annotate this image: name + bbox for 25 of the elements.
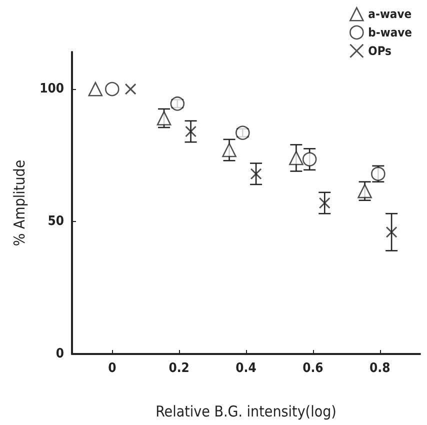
y-tick-label: 50 [48, 214, 64, 230]
point [222, 142, 236, 158]
y-tick-label: 0 [56, 346, 64, 362]
point [105, 82, 120, 96]
point [302, 152, 317, 166]
y-tick-label: 100 [40, 82, 64, 97]
x-tick-label: 0.6 [302, 361, 324, 376]
x-tick-label: 0 [108, 361, 116, 376]
point [156, 111, 172, 126]
legend-label: OPs [368, 44, 392, 58]
y-axis-title: % Amplitude [10, 160, 28, 246]
point [124, 83, 136, 95]
point [88, 82, 103, 96]
legend-label: a-wave [368, 7, 412, 22]
point [250, 168, 262, 180]
point [386, 226, 398, 238]
x-axis-title: Relative B.G. intensity(log) [156, 402, 336, 420]
x-tick-label: 0.2 [168, 361, 190, 376]
x-tick-label: 0.8 [369, 361, 390, 376]
point [185, 126, 197, 138]
legend-label: b-wave [368, 25, 412, 40]
x-tick-label: 0.4 [236, 361, 256, 376]
point [289, 150, 304, 166]
point [318, 197, 330, 209]
point [358, 184, 372, 198]
